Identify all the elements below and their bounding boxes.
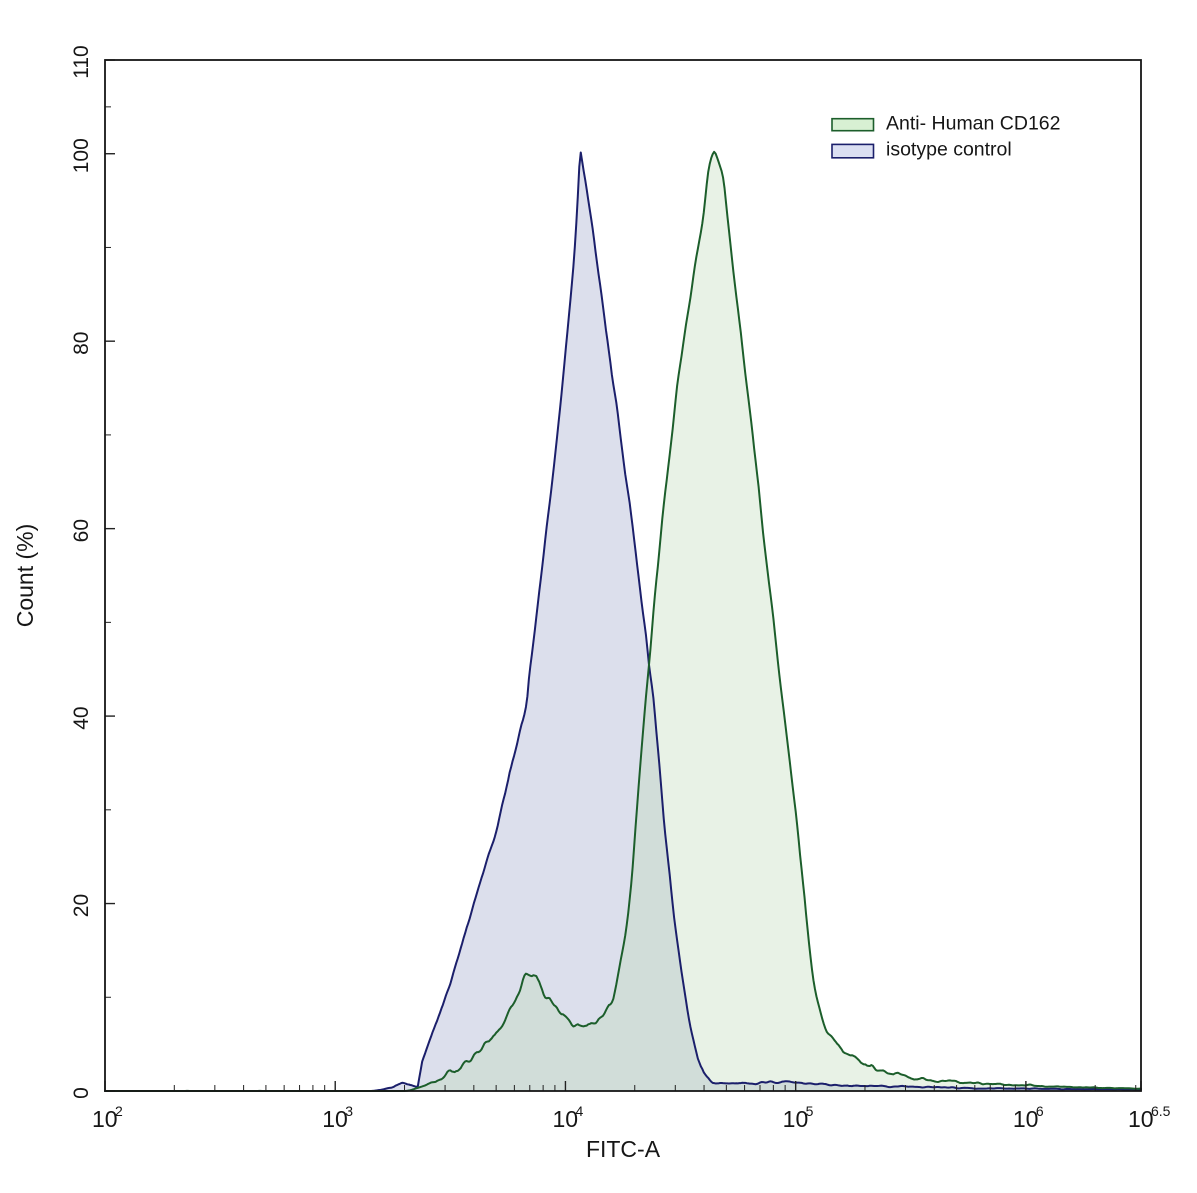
svg-text:3: 3: [345, 1103, 353, 1119]
svg-text:10: 10: [1013, 1106, 1039, 1132]
svg-text:110: 110: [70, 45, 93, 78]
svg-text:10: 10: [92, 1106, 118, 1132]
svg-text:4: 4: [575, 1103, 583, 1119]
svg-text:2: 2: [115, 1103, 123, 1119]
svg-text:100: 100: [70, 138, 93, 173]
svg-text:FITC-A: FITC-A: [586, 1136, 661, 1162]
svg-text:40: 40: [70, 706, 93, 729]
svg-text:5: 5: [806, 1103, 814, 1119]
svg-text:10: 10: [783, 1106, 809, 1132]
svg-text:80: 80: [70, 332, 93, 355]
svg-text:0: 0: [70, 1087, 93, 1099]
svg-text:Anti- Human CD162: Anti- Human CD162: [886, 113, 1061, 135]
svg-text:60: 60: [70, 519, 93, 542]
svg-text:10: 10: [552, 1106, 578, 1132]
svg-text:20: 20: [70, 894, 93, 917]
svg-text:10: 10: [1128, 1106, 1154, 1132]
svg-text:10: 10: [322, 1106, 348, 1132]
svg-text:6: 6: [1036, 1103, 1044, 1119]
svg-text:6.5: 6.5: [1151, 1103, 1171, 1119]
svg-text:isotype control: isotype control: [886, 139, 1012, 161]
svg-text:Count (%): Count (%): [12, 524, 38, 628]
